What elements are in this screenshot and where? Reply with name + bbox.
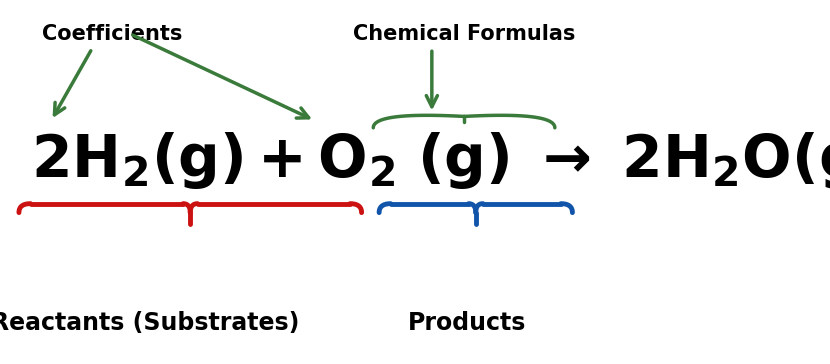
Text: Products: Products xyxy=(408,311,526,335)
Text: $\mathbf{2H_2(g) + O_2\ (g)\ \rightarrow\ 2H_2O(g)}$: $\mathbf{2H_2(g) + O_2\ (g)\ \rightarrow… xyxy=(31,130,830,191)
Text: Chemical Formulas: Chemical Formulas xyxy=(353,24,575,44)
Text: Reactants (Substrates): Reactants (Substrates) xyxy=(0,311,299,335)
Text: Coefficients: Coefficients xyxy=(42,24,183,44)
